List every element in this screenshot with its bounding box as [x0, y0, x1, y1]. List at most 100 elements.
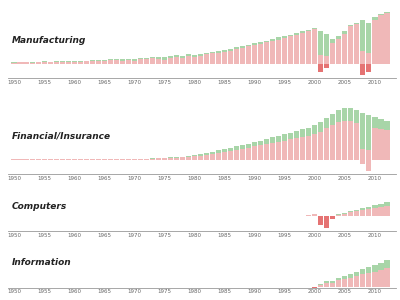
Bar	[120, 59, 125, 64]
Bar	[162, 158, 167, 160]
Bar	[324, 56, 329, 64]
Bar	[336, 122, 342, 160]
Bar	[186, 56, 191, 64]
Bar	[372, 117, 378, 160]
Bar	[120, 61, 125, 64]
Bar	[294, 35, 299, 64]
Bar	[264, 139, 269, 160]
Bar	[222, 152, 227, 160]
Bar	[216, 153, 221, 160]
Bar	[30, 62, 35, 64]
Bar	[312, 29, 317, 64]
Bar	[234, 146, 239, 160]
Bar	[234, 150, 239, 160]
Bar	[162, 57, 167, 64]
Bar	[270, 137, 275, 160]
Bar	[186, 156, 191, 160]
Bar	[318, 31, 323, 64]
Bar	[318, 122, 323, 160]
Bar	[102, 61, 107, 64]
Bar	[294, 138, 299, 160]
Bar	[324, 283, 329, 286]
Bar	[156, 158, 161, 160]
Bar	[366, 22, 372, 64]
Bar	[354, 212, 360, 216]
Bar	[30, 63, 35, 64]
Bar	[72, 61, 77, 64]
Bar	[366, 273, 372, 286]
Text: Information: Information	[12, 258, 72, 267]
Bar	[312, 214, 317, 216]
Bar	[366, 115, 372, 160]
Bar	[342, 279, 348, 286]
Bar	[366, 267, 372, 286]
Bar	[270, 143, 275, 160]
Bar	[282, 38, 287, 64]
Bar	[360, 210, 366, 216]
Bar	[84, 61, 89, 64]
Bar	[150, 158, 155, 160]
Bar	[156, 57, 161, 64]
Bar	[354, 123, 360, 160]
Bar	[366, 53, 372, 64]
Bar	[204, 53, 209, 64]
Bar	[162, 60, 167, 64]
Bar	[210, 154, 215, 160]
Bar	[372, 17, 378, 64]
Bar	[330, 283, 335, 286]
Bar	[240, 46, 245, 64]
Bar	[360, 51, 366, 64]
Bar	[186, 157, 191, 160]
Bar	[258, 44, 263, 64]
Bar	[348, 26, 354, 64]
Bar	[180, 157, 185, 160]
Bar	[258, 42, 263, 64]
Bar	[204, 153, 209, 160]
Bar	[174, 157, 179, 160]
Bar	[246, 148, 251, 160]
Bar	[126, 59, 131, 64]
Bar	[360, 20, 366, 64]
Bar	[318, 216, 323, 220]
Bar	[372, 20, 378, 64]
Bar	[324, 281, 329, 286]
Bar	[354, 22, 360, 64]
Bar	[288, 140, 293, 160]
Bar	[336, 36, 342, 64]
Bar	[90, 60, 95, 64]
Bar	[276, 136, 281, 160]
Text: Manufacturing: Manufacturing	[12, 36, 86, 45]
Bar	[204, 155, 209, 160]
Bar	[348, 278, 354, 286]
Bar	[330, 114, 335, 160]
Bar	[96, 61, 101, 64]
Bar	[144, 159, 149, 160]
Bar	[300, 137, 305, 160]
Bar	[318, 284, 323, 286]
Bar	[336, 280, 342, 286]
Bar	[324, 118, 329, 160]
Bar	[342, 108, 348, 160]
Bar	[96, 60, 101, 64]
Bar	[276, 142, 281, 160]
Bar	[354, 24, 360, 64]
Bar	[90, 61, 95, 64]
Bar	[360, 160, 366, 164]
Bar	[132, 159, 137, 160]
Bar	[330, 216, 335, 219]
Bar	[252, 142, 257, 160]
Bar	[210, 53, 215, 64]
Bar	[270, 39, 275, 64]
Bar	[354, 110, 360, 160]
Bar	[330, 43, 335, 64]
Bar	[294, 33, 299, 64]
Bar	[108, 60, 113, 64]
Bar	[192, 157, 197, 160]
Bar	[324, 216, 329, 225]
Bar	[384, 13, 390, 64]
Bar	[156, 158, 161, 160]
Bar	[318, 284, 323, 286]
Bar	[288, 35, 293, 64]
Bar	[264, 42, 269, 64]
Bar	[102, 60, 107, 64]
